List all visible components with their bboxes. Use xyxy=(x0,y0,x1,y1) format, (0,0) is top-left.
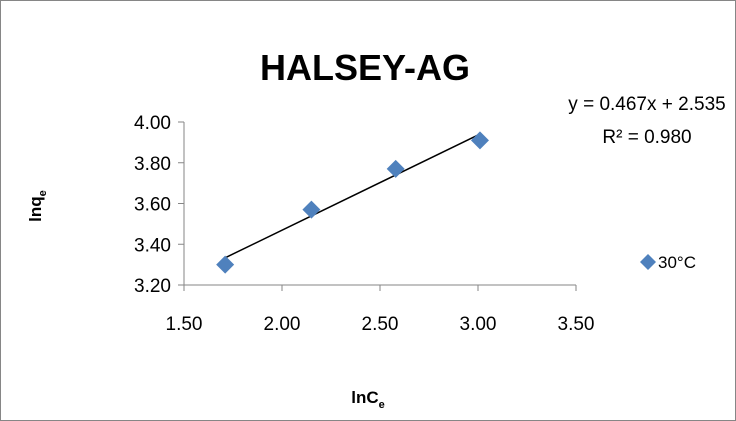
plot-area: 3.20 3.40 3.60 3.80 4.00 1.50 2.00 2.50 3.00 3.5… xyxy=(134,113,594,335)
trendline-r-squared: R² = 0.980 xyxy=(602,127,691,148)
x-tick-label: 1.50 xyxy=(166,314,203,335)
trendline-equation: y = 0.467x + 2.535 xyxy=(568,94,725,115)
x-tick-label: 2.00 xyxy=(264,314,301,335)
data-point xyxy=(216,255,235,274)
x-tick-label: 3.50 xyxy=(558,314,595,335)
x-tick-label: 2.50 xyxy=(362,314,399,335)
x-tick-label: 3.00 xyxy=(460,314,497,335)
y-axis-label: lnqe xyxy=(26,190,49,222)
y-tick-label: 4.00 xyxy=(134,113,171,134)
data-point xyxy=(470,131,489,150)
y-axis-ticks: 3.20 3.40 3.60 3.80 4.00 xyxy=(134,113,184,297)
y-tick-label: 3.60 xyxy=(134,195,171,216)
legend: 30°C xyxy=(640,253,696,272)
y-tick-label: 3.40 xyxy=(134,235,171,256)
data-points xyxy=(216,131,489,274)
trendline xyxy=(224,133,481,259)
legend-marker-diamond xyxy=(640,254,656,270)
legend-label: 30°C xyxy=(658,253,696,272)
data-point xyxy=(302,200,321,219)
chart-title: HALSEY-AG xyxy=(260,47,470,88)
x-axis-label: lnCe xyxy=(351,388,385,411)
y-tick-label: 3.80 xyxy=(134,154,171,175)
y-tick-label: 3.20 xyxy=(134,276,171,297)
data-point xyxy=(386,159,405,178)
x-axis-ticks: 1.50 2.00 2.50 3.00 3.50 xyxy=(166,285,595,335)
